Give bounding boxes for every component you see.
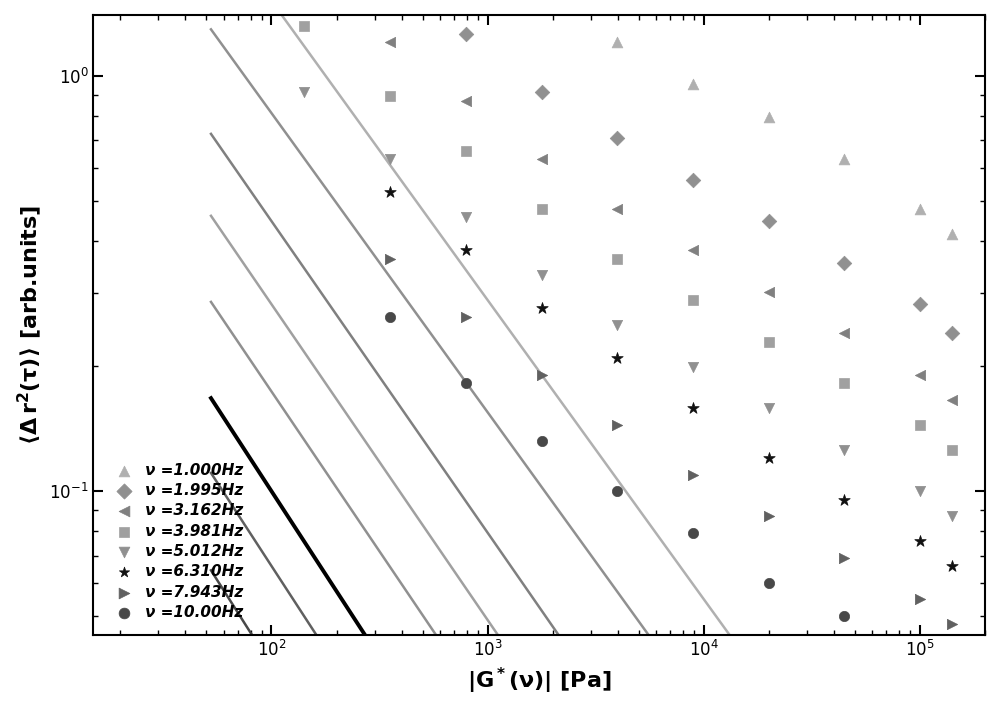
ν =7.943Hz: [761, 510, 777, 522]
ν =7.943Hz: [685, 469, 701, 480]
ν =1.000Hz: [534, 0, 550, 6]
ν =3.162Hz: [761, 286, 777, 297]
ν =1.995Hz: [609, 132, 625, 144]
ν =1.000Hz: [836, 153, 852, 164]
ν =5.012Hz: [836, 444, 852, 455]
ν =7.943Hz: [609, 419, 625, 430]
ν =10.00Hz: [912, 652, 928, 663]
ν =3.162Hz: [609, 203, 625, 214]
ν =6.310Hz: [458, 245, 474, 256]
ν =10.00Hz: [534, 436, 550, 447]
ν =1.995Hz: [836, 257, 852, 268]
ν =5.012Hz: [382, 153, 398, 164]
ν =3.162Hz: [534, 153, 550, 164]
ν =5.012Hz: [458, 211, 474, 223]
ν =7.943Hz: [458, 311, 474, 322]
ν =1.000Hz: [761, 112, 777, 123]
ν =3.162Hz: [382, 37, 398, 48]
X-axis label: $\mathbf{|G^*(\nu)|}$ [Pa]: $\mathbf{|G^*(\nu)|}$ [Pa]: [467, 665, 612, 696]
ν =3.981Hz: [761, 336, 777, 347]
ν =6.310Hz: [912, 535, 928, 547]
ν =10.00Hz: [761, 577, 777, 588]
ν =6.310Hz: [944, 560, 960, 572]
ν =1.000Hz: [912, 203, 928, 214]
ν =7.943Hz: [534, 369, 550, 380]
ν =1.995Hz: [534, 87, 550, 98]
ν =3.162Hz: [458, 95, 474, 107]
ν =1.000Hz: [609, 37, 625, 48]
ν =5.012Hz: [534, 269, 550, 281]
ν =5.012Hz: [944, 510, 960, 522]
ν =5.012Hz: [761, 402, 777, 414]
ν =5.012Hz: [609, 319, 625, 331]
ν =5.012Hz: [912, 486, 928, 497]
ν =10.00Hz: [458, 378, 474, 389]
ν =7.943Hz: [382, 253, 398, 264]
ν =10.00Hz: [685, 527, 701, 538]
ν =3.162Hz: [836, 328, 852, 339]
ν =3.162Hz: [944, 394, 960, 405]
ν =7.943Hz: [944, 619, 960, 630]
ν =6.310Hz: [761, 452, 777, 464]
ν =6.310Hz: [685, 402, 701, 414]
ν =6.310Hz: [836, 494, 852, 506]
ν =3.981Hz: [944, 444, 960, 455]
ν =1.995Hz: [944, 328, 960, 339]
Legend: ν =1.000Hz, ν =1.995Hz, ν =3.162Hz, ν =3.981Hz, ν =5.012Hz, ν =6.310Hz, ν =7.943: ν =1.000Hz, ν =1.995Hz, ν =3.162Hz, ν =3…: [101, 455, 251, 628]
ν =6.310Hz: [609, 353, 625, 364]
ν =3.981Hz: [685, 294, 701, 306]
ν =10.00Hz: [836, 610, 852, 621]
ν =6.310Hz: [382, 186, 398, 198]
ν =5.012Hz: [296, 87, 312, 98]
ν =3.981Hz: [296, 20, 312, 31]
ν =3.981Hz: [458, 145, 474, 156]
ν =3.162Hz: [912, 369, 928, 380]
ν =7.943Hz: [836, 552, 852, 563]
ν =3.981Hz: [912, 419, 928, 430]
ν =1.995Hz: [458, 28, 474, 40]
ν =1.995Hz: [685, 174, 701, 186]
ν =1.995Hz: [761, 215, 777, 227]
ν =10.00Hz: [944, 677, 960, 688]
ν =6.310Hz: [534, 303, 550, 314]
ν =3.981Hz: [382, 91, 398, 102]
ν =5.012Hz: [685, 361, 701, 373]
ν =10.00Hz: [382, 311, 398, 322]
ν =3.981Hz: [609, 253, 625, 264]
ν =3.981Hz: [836, 378, 852, 389]
ν =10.00Hz: [609, 486, 625, 497]
ν =3.162Hz: [685, 245, 701, 256]
ν =3.981Hz: [534, 203, 550, 214]
Y-axis label: $\mathbf{\langle \Delta\,r^2(\tau)\rangle}$ [arb.units]: $\mathbf{\langle \Delta\,r^2(\tau)\rangl…: [15, 205, 44, 445]
ν =1.995Hz: [912, 299, 928, 310]
ν =1.000Hz: [685, 78, 701, 90]
ν =7.943Hz: [912, 594, 928, 605]
ν =1.000Hz: [944, 228, 960, 240]
